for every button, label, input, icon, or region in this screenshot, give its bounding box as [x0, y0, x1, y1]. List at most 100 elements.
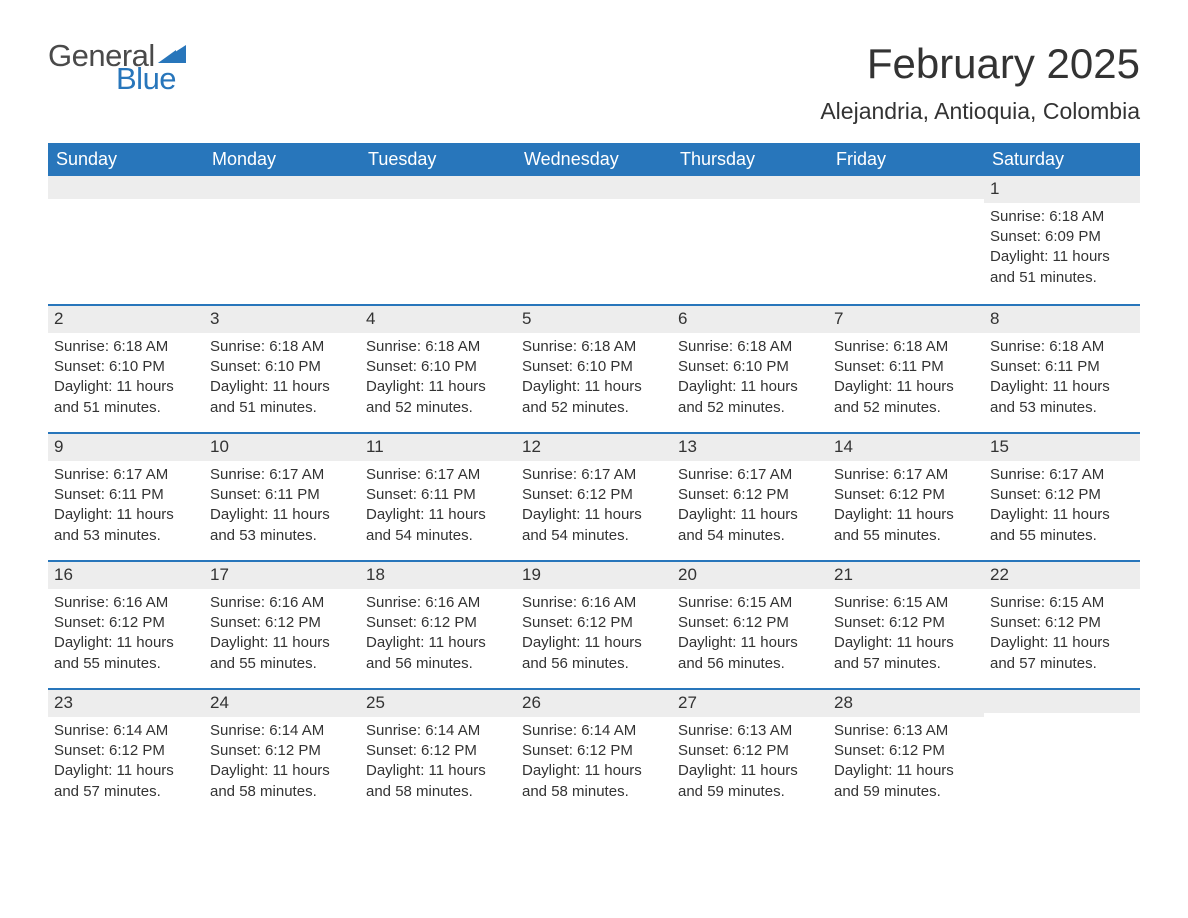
daylight1-text: Daylight: 11 hours	[210, 377, 354, 397]
day-number: 20	[672, 562, 828, 589]
day-cell: 14Sunrise: 6:17 AMSunset: 6:12 PMDayligh…	[828, 434, 984, 560]
sunrise-text: Sunrise: 6:16 AM	[54, 593, 198, 613]
weekday-header: Sunday	[48, 143, 204, 176]
daylight2-text: and 52 minutes.	[834, 398, 978, 418]
sunset-text: Sunset: 6:11 PM	[834, 357, 978, 377]
daylight2-text: and 57 minutes.	[54, 782, 198, 802]
sunrise-text: Sunrise: 6:15 AM	[834, 593, 978, 613]
sunrise-text: Sunrise: 6:17 AM	[210, 465, 354, 485]
daylight1-text: Daylight: 11 hours	[366, 633, 510, 653]
day-cell: 26 Sunrise: 6:14 AMSunset: 6:12 PMDayligh…	[516, 690, 672, 816]
day-number: 17	[204, 562, 360, 589]
week-row: 1Sunrise: 6:18 AMSunset: 6:09 PMDaylight…	[48, 176, 1140, 304]
daylight2-text: and 57 minutes.	[834, 654, 978, 674]
sunrise-text: Sunrise: 6:15 AM	[990, 593, 1134, 613]
day-number: 23	[48, 690, 204, 717]
sunset-text: Sunset: 6:12 PM	[522, 741, 666, 761]
daylight1-text: Daylight: 11 hours	[522, 377, 666, 397]
logo-word-blue: Blue	[116, 63, 186, 94]
sunset-text: Sunset: 6:10 PM	[54, 357, 198, 377]
daylight2-text: and 53 minutes.	[54, 526, 198, 546]
day-cell: 2Sunrise: 6:18 AMSunset: 6:10 PMDaylight…	[48, 306, 204, 432]
daylight2-text: and 51 minutes.	[990, 268, 1134, 288]
sunset-text: Sunset: 6:12 PM	[834, 485, 978, 505]
sunset-text: Sunset: 6:12 PM	[54, 613, 198, 633]
sunrise-text: Sunrise: 6:16 AM	[366, 593, 510, 613]
sunrise-text: Sunrise: 6:17 AM	[522, 465, 666, 485]
day-cell: 3Sunrise: 6:18 AMSunset: 6:10 PMDaylight…	[204, 306, 360, 432]
day-number: 19	[516, 562, 672, 589]
daylight2-text: and 51 minutes.	[54, 398, 198, 418]
sunrise-text: Sunrise: 6:13 AM	[834, 721, 978, 741]
daylight2-text: and 55 minutes.	[54, 654, 198, 674]
day-number: 9	[48, 434, 204, 461]
sunrise-text: Sunrise: 6:16 AM	[522, 593, 666, 613]
daylight2-text: and 58 minutes.	[210, 782, 354, 802]
day-cell: 10Sunrise: 6:17 AMSunset: 6:11 PMDayligh…	[204, 434, 360, 560]
daylight2-text: and 52 minutes.	[678, 398, 822, 418]
title-block: February 2025 Alejandria, Antioquia, Col…	[820, 40, 1140, 135]
daylight2-text: and 53 minutes.	[990, 398, 1134, 418]
page-header: General Blue February 2025 Alejandria, A…	[48, 40, 1140, 135]
day-cell: 8Sunrise: 6:18 AMSunset: 6:11 PMDaylight…	[984, 306, 1140, 432]
daylight2-text: and 59 minutes.	[834, 782, 978, 802]
sunset-text: Sunset: 6:11 PM	[54, 485, 198, 505]
daylight1-text: Daylight: 11 hours	[522, 505, 666, 525]
daylight2-text: and 55 minutes.	[990, 526, 1134, 546]
day-cell	[48, 176, 204, 304]
sunrise-text: Sunrise: 6:18 AM	[522, 337, 666, 357]
day-number	[984, 690, 1140, 713]
day-cell: 22Sunrise: 6:15 AMSunset: 6:12 PMDayligh…	[984, 562, 1140, 688]
daylight1-text: Daylight: 11 hours	[54, 633, 198, 653]
day-cell: 17Sunrise: 6:16 AMSunset: 6:12 PMDayligh…	[204, 562, 360, 688]
daylight2-text: and 56 minutes.	[678, 654, 822, 674]
day-cell	[984, 690, 1140, 816]
sunset-text: Sunset: 6:12 PM	[522, 613, 666, 633]
sunrise-text: Sunrise: 6:17 AM	[990, 465, 1134, 485]
day-cell: 5Sunrise: 6:18 AMSunset: 6:10 PMDaylight…	[516, 306, 672, 432]
day-cell: 27Sunrise: 6:13 AMSunset: 6:12 PMDayligh…	[672, 690, 828, 816]
sunset-text: Sunset: 6:11 PM	[366, 485, 510, 505]
daylight2-text: and 56 minutes.	[522, 654, 666, 674]
day-number: 27	[672, 690, 828, 717]
day-number: 26	[516, 690, 672, 717]
day-cell: 28Sunrise: 6:13 AMSunset: 6:12 PMDayligh…	[828, 690, 984, 816]
day-number: 28	[828, 690, 984, 717]
day-number: 7	[828, 306, 984, 333]
day-cell: 12Sunrise: 6:17 AMSunset: 6:12 PMDayligh…	[516, 434, 672, 560]
daylight1-text: Daylight: 11 hours	[990, 247, 1134, 267]
daylight1-text: Daylight: 11 hours	[366, 761, 510, 781]
daylight2-text: and 52 minutes.	[366, 398, 510, 418]
day-cell: 20Sunrise: 6:15 AMSunset: 6:12 PMDayligh…	[672, 562, 828, 688]
daylight1-text: Daylight: 11 hours	[834, 633, 978, 653]
sunrise-text: Sunrise: 6:14 AM	[522, 721, 666, 741]
day-number: 6	[672, 306, 828, 333]
daylight2-text: and 59 minutes.	[678, 782, 822, 802]
day-number: 5	[516, 306, 672, 333]
day-number: 1	[984, 176, 1140, 203]
day-number: 18	[360, 562, 516, 589]
day-number	[828, 176, 984, 199]
day-number: 14	[828, 434, 984, 461]
day-cell: 13Sunrise: 6:17 AMSunset: 6:12 PMDayligh…	[672, 434, 828, 560]
sunset-text: Sunset: 6:12 PM	[834, 741, 978, 761]
daylight1-text: Daylight: 11 hours	[366, 505, 510, 525]
weekday-header: Monday	[204, 143, 360, 176]
day-cell: 9Sunrise: 6:17 AMSunset: 6:11 PMDaylight…	[48, 434, 204, 560]
daylight1-text: Daylight: 11 hours	[990, 377, 1134, 397]
daylight1-text: Daylight: 11 hours	[522, 761, 666, 781]
daylight2-text: and 54 minutes.	[366, 526, 510, 546]
sunrise-text: Sunrise: 6:17 AM	[678, 465, 822, 485]
weekday-header: Thursday	[672, 143, 828, 176]
daylight1-text: Daylight: 11 hours	[210, 761, 354, 781]
week-row: 9Sunrise: 6:17 AMSunset: 6:11 PMDaylight…	[48, 432, 1140, 560]
daylight2-text: and 57 minutes.	[990, 654, 1134, 674]
day-cell	[828, 176, 984, 304]
day-cell	[360, 176, 516, 304]
sunrise-text: Sunrise: 6:17 AM	[54, 465, 198, 485]
sunrise-text: Sunrise: 6:15 AM	[678, 593, 822, 613]
day-number	[360, 176, 516, 199]
day-number: 3	[204, 306, 360, 333]
day-cell	[516, 176, 672, 304]
day-number: 25	[360, 690, 516, 717]
